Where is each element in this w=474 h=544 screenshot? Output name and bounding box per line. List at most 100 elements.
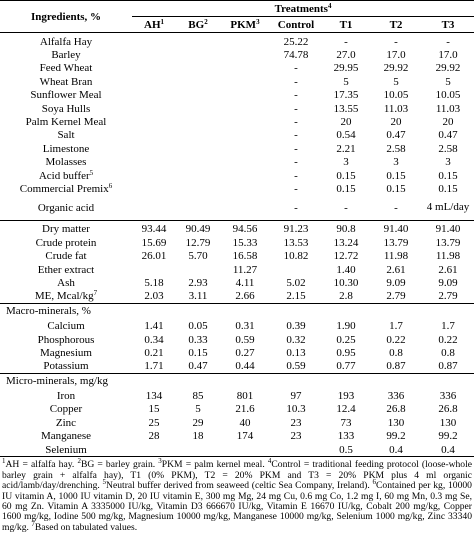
footnote-mark: 7 xyxy=(31,519,35,528)
table-cell: 13.79 xyxy=(435,236,461,249)
table-cell: 11.98 xyxy=(383,250,409,263)
table-cell: 193 xyxy=(337,390,355,403)
table-cell: 0.47 xyxy=(438,129,458,142)
table-cell: - xyxy=(294,129,298,142)
corner-header: Ingredients, % xyxy=(0,0,132,33)
footnote-text: Control = traditional feeding protocol (… xyxy=(2,459,473,492)
row-label: ME, Mcal/kg7 xyxy=(0,290,132,304)
table-cell xyxy=(132,156,176,169)
table-row: Alfalfa Hay 25.22 - - - xyxy=(0,33,474,49)
footnote-mark: 6 xyxy=(372,478,377,487)
row-label-text: Dry matter xyxy=(42,223,90,236)
table-cell: 10.3 xyxy=(286,403,306,416)
table-cell: 97 xyxy=(290,390,302,403)
row-label: Ether extract xyxy=(0,263,132,276)
table-cell: 0.15 xyxy=(188,346,208,359)
group-header: Treatments4 xyxy=(132,0,474,17)
section-heading-row: Micro-minerals, mg/kg xyxy=(0,372,474,388)
table-row: Calcium 1.41 0.05 0.31 0.39 1.90 1.7 1.7 xyxy=(0,317,474,332)
row-label: Commercial Premix6 xyxy=(0,182,132,195)
table-cell: - xyxy=(294,182,298,195)
table-cell: 0.8 xyxy=(389,346,403,359)
table-cell: 0.31 xyxy=(235,320,255,333)
table-cell: 18 xyxy=(192,430,204,443)
table-cell: 1.71 xyxy=(144,360,164,373)
row-label: Palm Kernel Meal xyxy=(0,115,132,128)
table-row: Palm Kernel Meal - 20 20 20 xyxy=(0,115,474,128)
row-label-text: Acid buffer xyxy=(38,169,90,182)
table-cell: 15.69 xyxy=(141,236,167,249)
footnote-text: PKM = palm kernel meal. xyxy=(161,459,265,471)
table-row: Barley 74.78 27.0 17.0 17.0 xyxy=(0,48,474,61)
table-cell: 40 xyxy=(239,416,251,429)
table-cell xyxy=(132,89,176,102)
footnote-text: Neutral buffer derived from seaweed (cel… xyxy=(106,480,370,492)
table-row: Wheat Bran - 5 5 5 xyxy=(0,75,474,88)
table-row: Soya Hulls - 13.55 11.03 11.03 xyxy=(0,102,474,115)
table-cell: 0.47 xyxy=(386,129,406,142)
table-cell: 2.93 xyxy=(188,276,208,289)
table-cell: - xyxy=(344,35,348,48)
table-cell: 9.09 xyxy=(438,276,458,289)
table-cell: 93.44 xyxy=(132,219,176,237)
table-cell: 0.15 xyxy=(386,182,406,195)
table-cell xyxy=(220,75,270,88)
table-row: Zinc 25 29 40 23 73 130 130 xyxy=(0,416,474,429)
table-cell: - xyxy=(394,35,398,48)
row-label: Magnesium xyxy=(0,346,132,359)
table-row: Salt - 0.54 0.47 0.47 xyxy=(0,129,474,142)
column-title-sup: 2 xyxy=(204,17,208,26)
table-row: Dry matter 93.44 90.49 94.56 91.23 90.8 91.40 9… xyxy=(0,219,474,237)
table-cell: 0.34 xyxy=(144,333,164,346)
table-cell: - xyxy=(294,62,298,75)
table-cell: 10.05 xyxy=(383,89,409,102)
table-cell: 1.7 xyxy=(389,320,403,333)
footnote-text: BG = barley grain. xyxy=(80,459,156,471)
table-cell: 0.33 xyxy=(188,333,208,346)
table-row: Selenium 0.5 0.4 0.4 xyxy=(0,442,474,458)
table-cell: - xyxy=(294,102,298,115)
column-title: AH xyxy=(144,18,161,31)
table-cell: 11.03 xyxy=(435,102,461,115)
table-cell: 0.39 xyxy=(286,320,306,333)
group-title-sup: 4 xyxy=(327,1,332,10)
row-label-text: Calcium xyxy=(47,320,85,333)
table-cell: 2.58 xyxy=(438,142,458,155)
table-cell: 336 xyxy=(439,390,457,403)
table-cell: 0.59 xyxy=(286,360,306,373)
row-label-text-sup: 6 xyxy=(108,181,113,190)
table-row: Sunflower Meal - 17.35 10.05 10.05 xyxy=(0,89,474,102)
table-cell xyxy=(220,196,270,221)
row-label: Copper xyxy=(0,403,132,416)
table-cell: 10.30 xyxy=(333,276,359,289)
table-cell xyxy=(132,263,176,276)
table-cell: - xyxy=(294,142,298,155)
row-label: Phosphorous xyxy=(0,333,132,346)
table-cell: 0.15 xyxy=(438,182,458,195)
table-cell: 99.2 xyxy=(386,430,406,443)
table-cell: 5.02 xyxy=(286,276,306,289)
table-row: Molasses - 3 3 3 xyxy=(0,156,474,169)
table-cell xyxy=(176,48,220,61)
table-cell xyxy=(132,196,176,221)
table-cell: 29.92 xyxy=(435,62,461,75)
table-cell: 0.25 xyxy=(336,333,356,346)
table-cell: 13.79 xyxy=(383,236,409,249)
row-label-text: Phosphorous xyxy=(37,333,95,346)
column-title-sup: 3 xyxy=(256,17,260,26)
table-cell: 4 mL/day xyxy=(426,201,470,214)
table-cell: 2.61 xyxy=(438,263,458,276)
table-cell: 3 xyxy=(393,156,399,169)
table-cell xyxy=(220,48,270,61)
row-label-text: Crude protein xyxy=(35,236,97,249)
table-cell: 13.24 xyxy=(333,236,359,249)
table-row: Limestone - 2.21 2.58 2.58 xyxy=(0,142,474,155)
table-cell: 1.7 xyxy=(441,320,455,333)
table-cell xyxy=(176,75,220,88)
table-cell: 5 xyxy=(445,75,451,88)
row-label-text: Manganese xyxy=(40,430,92,443)
table-cell: 11.27 xyxy=(232,263,258,276)
table-cell: 15.33 xyxy=(232,236,258,249)
table-cell: 73 xyxy=(340,416,352,429)
row-label-text: ME, Mcal/kg xyxy=(34,290,94,303)
